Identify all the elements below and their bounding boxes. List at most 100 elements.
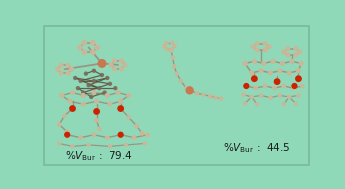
Point bbox=[286, 95, 292, 98]
Point bbox=[242, 62, 248, 65]
Point bbox=[296, 77, 301, 80]
Point bbox=[268, 96, 273, 99]
Point bbox=[77, 46, 83, 49]
Point bbox=[262, 48, 268, 51]
Point bbox=[258, 69, 264, 72]
Point bbox=[78, 79, 83, 82]
Point bbox=[297, 50, 303, 53]
Point bbox=[161, 44, 167, 47]
Point bbox=[296, 94, 301, 97]
Point bbox=[194, 92, 200, 95]
Point bbox=[254, 42, 260, 45]
Point bbox=[254, 103, 260, 106]
Point bbox=[102, 91, 107, 94]
Point bbox=[94, 119, 99, 122]
Point bbox=[90, 51, 96, 54]
Point bbox=[99, 62, 105, 65]
Point bbox=[139, 132, 145, 135]
Point bbox=[119, 59, 124, 62]
Text: $\%V_{\mathrm{Bur}}$ :  79.4: $\%V_{\mathrm{Bur}}$ : 79.4 bbox=[66, 150, 133, 163]
Point bbox=[126, 94, 131, 97]
Point bbox=[290, 87, 296, 90]
Point bbox=[244, 84, 249, 88]
Point bbox=[81, 51, 87, 54]
Point bbox=[90, 41, 96, 44]
Point bbox=[112, 59, 117, 62]
Point bbox=[201, 93, 206, 96]
Point bbox=[174, 72, 179, 75]
Point bbox=[65, 133, 70, 136]
Point bbox=[78, 136, 83, 139]
Point bbox=[119, 67, 124, 70]
Point bbox=[126, 116, 131, 119]
Point bbox=[241, 93, 246, 96]
Point bbox=[262, 84, 268, 88]
Point bbox=[242, 62, 248, 65]
Point bbox=[80, 103, 86, 106]
Point bbox=[58, 64, 64, 67]
Point bbox=[169, 48, 175, 51]
Point bbox=[296, 69, 301, 72]
Point bbox=[95, 46, 100, 49]
Point bbox=[112, 67, 117, 70]
Point bbox=[134, 125, 139, 128]
Point bbox=[277, 69, 283, 72]
Point bbox=[80, 94, 86, 97]
Point bbox=[80, 91, 86, 94]
Point bbox=[218, 97, 224, 100]
Point bbox=[262, 42, 268, 45]
Point bbox=[187, 89, 193, 92]
Point bbox=[70, 91, 75, 94]
Point bbox=[213, 96, 218, 99]
Point bbox=[252, 60, 257, 63]
Point bbox=[83, 72, 89, 75]
Point bbox=[86, 84, 91, 87]
Point bbox=[261, 62, 266, 65]
Point bbox=[145, 133, 150, 136]
Point bbox=[59, 94, 65, 97]
Point bbox=[258, 94, 264, 97]
Point bbox=[105, 94, 110, 97]
Point bbox=[131, 136, 137, 139]
Point bbox=[250, 45, 256, 48]
Point bbox=[207, 95, 213, 98]
Point bbox=[169, 41, 175, 44]
Point bbox=[270, 60, 276, 63]
Point bbox=[244, 84, 249, 88]
Point bbox=[289, 60, 295, 63]
Point bbox=[65, 64, 71, 67]
Point bbox=[281, 84, 287, 88]
Point bbox=[277, 94, 283, 97]
Point bbox=[123, 143, 129, 146]
Point bbox=[249, 95, 255, 98]
Point bbox=[81, 41, 87, 44]
Point bbox=[70, 107, 75, 110]
Point bbox=[266, 45, 272, 48]
Point bbox=[75, 87, 81, 90]
Point bbox=[97, 127, 102, 130]
Point bbox=[107, 103, 113, 106]
Text: $\%V_{\mathrm{Bur}}$ :  44.5: $\%V_{\mathrm{Bur}}$ : 44.5 bbox=[223, 141, 291, 155]
Point bbox=[97, 87, 102, 90]
Point bbox=[168, 49, 174, 52]
Point bbox=[94, 100, 99, 103]
Point bbox=[254, 48, 260, 51]
Point bbox=[252, 77, 257, 80]
Point bbox=[58, 72, 64, 75]
Point bbox=[115, 91, 121, 94]
Point bbox=[91, 79, 97, 82]
Point bbox=[249, 71, 255, 74]
Point bbox=[118, 133, 124, 136]
Point bbox=[112, 87, 118, 90]
Point bbox=[164, 41, 169, 44]
Point bbox=[118, 133, 124, 136]
Point bbox=[293, 53, 298, 57]
Point bbox=[300, 84, 305, 88]
Point bbox=[91, 133, 97, 136]
Point bbox=[65, 130, 70, 133]
Point bbox=[170, 56, 176, 59]
Point bbox=[118, 107, 124, 110]
Point bbox=[65, 72, 71, 75]
Point bbox=[178, 79, 184, 82]
Point bbox=[65, 133, 70, 136]
